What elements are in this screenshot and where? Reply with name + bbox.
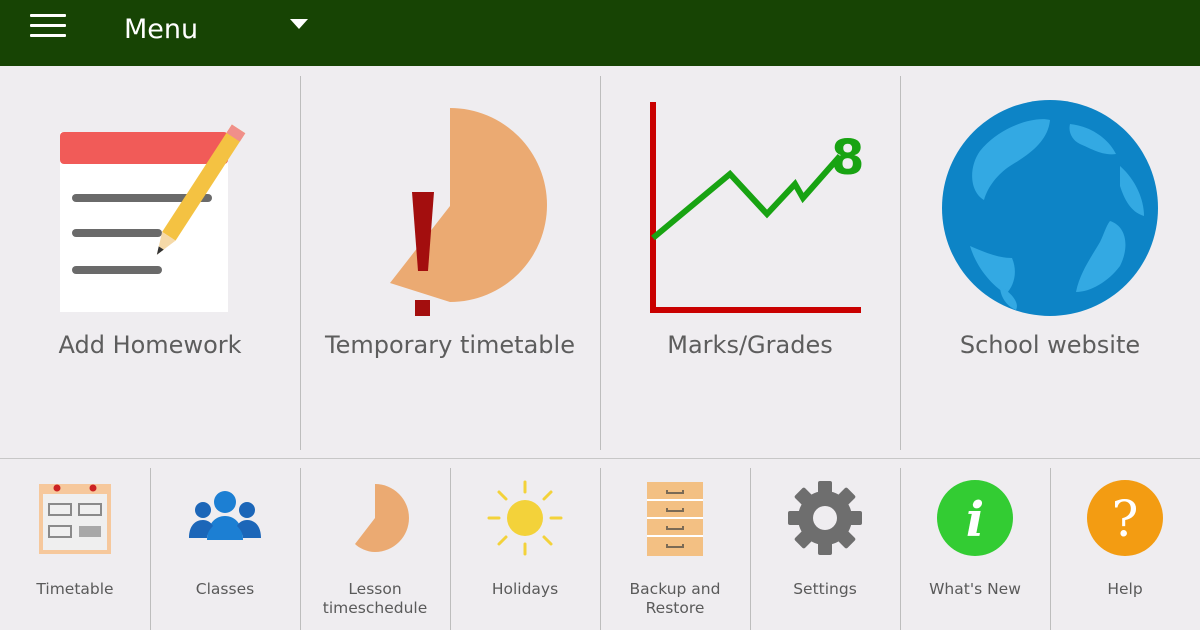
- tile-holidays[interactable]: Holidays: [450, 468, 600, 630]
- clock-pie-icon: [355, 484, 409, 552]
- top-app-bar: Menu: [0, 0, 1200, 66]
- app-bar-title: Menu: [124, 14, 199, 45]
- tile-timetable[interactable]: Timetable: [0, 468, 150, 630]
- divider: [300, 76, 301, 450]
- tile-label: School website: [959, 331, 1141, 359]
- hamburger-icon[interactable]: [30, 14, 68, 38]
- tile-label: Temporary timetable: [325, 331, 575, 359]
- sun-icon: [487, 480, 563, 556]
- tile-label: Lesson timeschedule: [322, 580, 428, 617]
- svg-text:8: 8: [831, 130, 864, 186]
- globe-icon: [942, 100, 1158, 316]
- tile-add-homework[interactable]: Add Homework: [0, 76, 300, 450]
- tile-whats-new[interactable]: i What's New: [900, 468, 1050, 630]
- tile-classes[interactable]: Classes: [150, 468, 300, 630]
- tile-label: Holidays: [491, 580, 559, 598]
- divider: [1050, 468, 1051, 630]
- divider: [900, 468, 901, 630]
- tile-label: Classes: [195, 580, 255, 598]
- divider: [600, 468, 601, 630]
- svg-text:i: i: [966, 492, 984, 548]
- tile-marks-grades[interactable]: 8 Marks/Grades: [600, 76, 900, 450]
- calendar-icon: [39, 484, 111, 554]
- divider: [600, 76, 601, 450]
- divider: [300, 468, 301, 630]
- divider: [900, 76, 901, 450]
- tile-label: What's New: [929, 580, 1021, 598]
- divider: [150, 468, 151, 630]
- temporary-timetable-icon: [390, 108, 547, 316]
- homework-notepad-icon: [60, 124, 246, 312]
- question-icon: ?: [1087, 480, 1163, 556]
- grades-chart-icon: 8: [650, 102, 864, 313]
- tile-label: Settings: [793, 580, 857, 598]
- divider: [750, 468, 751, 630]
- tile-label: Help: [1107, 580, 1143, 598]
- tile-backup-restore[interactable]: Backup and Restore: [600, 468, 750, 630]
- tile-label: Timetable: [36, 580, 114, 598]
- info-icon: i: [937, 480, 1013, 556]
- filing-cabinet-icon: [647, 482, 703, 556]
- svg-text:?: ?: [1112, 490, 1139, 548]
- section-divider: [0, 458, 1200, 459]
- tile-school-website[interactable]: School website: [900, 76, 1200, 450]
- tile-label: Marks/Grades: [667, 331, 833, 359]
- gear-icon: [788, 481, 862, 555]
- tile-temporary-timetable[interactable]: Temporary timetable: [300, 76, 600, 450]
- divider: [450, 468, 451, 630]
- tile-help[interactable]: ? Help: [1050, 468, 1200, 630]
- tile-label: Backup and Restore: [629, 580, 721, 617]
- people-icon: [189, 491, 261, 540]
- caret-down-icon[interactable]: [290, 19, 308, 29]
- tile-lesson-timeschedule[interactable]: Lesson timeschedule: [300, 468, 450, 630]
- tile-settings[interactable]: Settings: [750, 468, 900, 630]
- tile-label: Add Homework: [58, 331, 242, 359]
